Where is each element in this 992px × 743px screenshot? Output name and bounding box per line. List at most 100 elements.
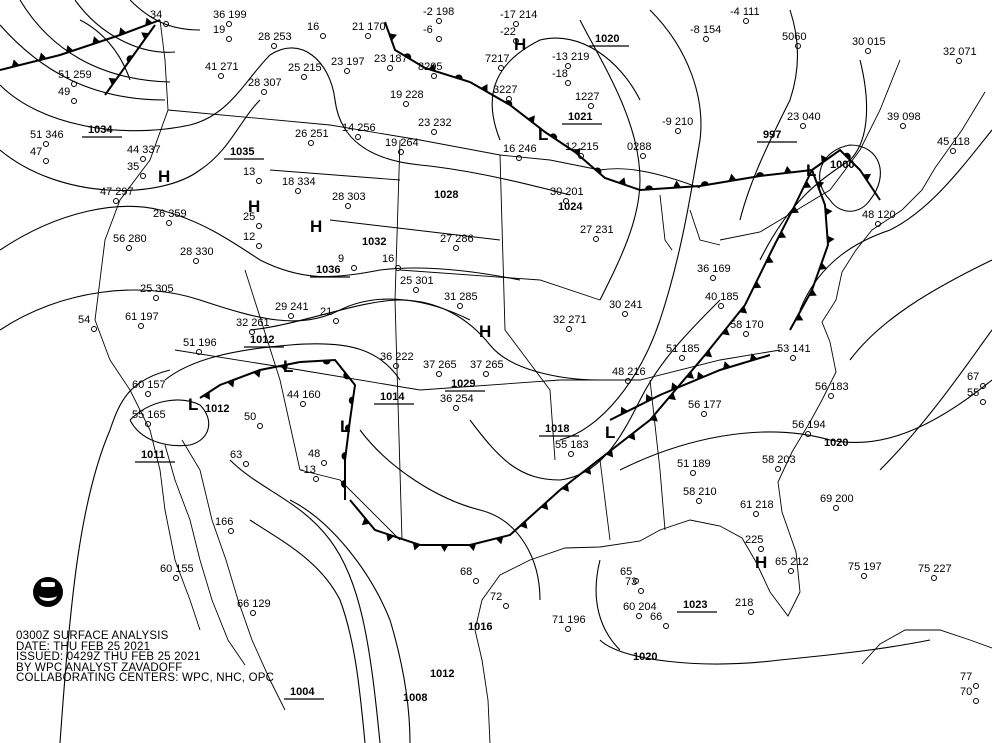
station-plot: -2 198 bbox=[423, 6, 454, 18]
station-circle-icon bbox=[91, 326, 97, 332]
pressure-value-label: 1029 bbox=[451, 378, 475, 390]
station-plot: 55 183 bbox=[555, 439, 589, 451]
station-plot: 61 197 bbox=[125, 311, 159, 323]
front-triangle bbox=[753, 281, 762, 289]
isobar bbox=[229, 459, 381, 743]
station-circle-icon bbox=[243, 461, 249, 467]
station-circle-icon bbox=[173, 575, 179, 581]
station-circle-icon bbox=[833, 505, 839, 511]
station-circle-icon bbox=[593, 236, 599, 242]
station-circle-icon bbox=[436, 36, 442, 42]
station-circle-icon bbox=[633, 578, 639, 584]
front-semicircle bbox=[549, 133, 558, 140]
front-triangle bbox=[739, 306, 748, 314]
isobar bbox=[0, 99, 261, 192]
station-plot: 65 bbox=[620, 566, 632, 578]
isobar bbox=[0, 24, 166, 101]
front-triangle bbox=[697, 371, 705, 380]
front-triangle bbox=[519, 520, 528, 529]
station-circle-icon bbox=[563, 198, 569, 204]
station-plot: 19 264 bbox=[385, 137, 419, 149]
front-triangle bbox=[816, 181, 825, 189]
cold-front bbox=[199, 361, 301, 399]
station-circle-icon bbox=[753, 511, 759, 517]
front-semicircle bbox=[322, 360, 331, 365]
station-circle-icon bbox=[256, 223, 262, 229]
caption-analyst: BY WPC ANALYST ZAVADOFF bbox=[16, 661, 183, 674]
station-circle-icon bbox=[788, 568, 794, 574]
front-triangle bbox=[227, 379, 235, 388]
station-circle-icon bbox=[226, 36, 232, 42]
station-circle-icon bbox=[513, 21, 519, 27]
front-triangle bbox=[583, 466, 592, 475]
station-circle-icon bbox=[387, 65, 393, 71]
station-circle-icon bbox=[457, 303, 463, 309]
station-plot: 8205 bbox=[418, 61, 442, 73]
station-plot: -6 bbox=[423, 24, 433, 36]
isobar bbox=[799, 129, 992, 311]
front-semicircle bbox=[344, 424, 350, 433]
front-triangle bbox=[440, 545, 449, 552]
station-plot: 23 232 bbox=[418, 117, 452, 129]
station-plot: -9 210 bbox=[662, 116, 693, 128]
station-circle-icon bbox=[640, 153, 646, 159]
front-semicircle bbox=[341, 480, 345, 488]
station-plot: 28 330 bbox=[180, 246, 214, 258]
isobar bbox=[249, 519, 366, 743]
isobar bbox=[599, 639, 931, 665]
station-circle-icon bbox=[950, 148, 956, 154]
front-semicircle bbox=[700, 181, 709, 186]
front-triangle bbox=[672, 180, 681, 188]
station-circle-icon bbox=[513, 38, 519, 44]
station-circle-icon bbox=[701, 411, 707, 417]
station-plot: 47 bbox=[30, 146, 42, 158]
station-circle-icon bbox=[295, 188, 301, 194]
front-triangle bbox=[825, 207, 833, 216]
station-plot: 25 215 bbox=[288, 62, 322, 74]
station-plot: 36 199 bbox=[213, 9, 247, 21]
coastline-border bbox=[499, 154, 556, 461]
station-plot: 30 201 bbox=[550, 186, 584, 198]
station-circle-icon bbox=[790, 355, 796, 361]
pressure-value-label: 1004 bbox=[290, 686, 315, 698]
station-plot: 71 196 bbox=[552, 614, 586, 626]
station-circle-icon bbox=[516, 155, 522, 161]
station-plot: 16 bbox=[382, 253, 394, 265]
station-plot: 18 334 bbox=[282, 176, 316, 188]
station-plot: 70 bbox=[960, 686, 972, 698]
station-circle-icon bbox=[800, 123, 806, 129]
pressure-value-label: 1032 bbox=[362, 236, 386, 248]
coastline-border bbox=[599, 459, 611, 541]
isobar bbox=[19, 0, 171, 83]
station-plot: 25 bbox=[243, 211, 255, 223]
front-triangle bbox=[108, 77, 117, 86]
station-circle-icon bbox=[140, 173, 146, 179]
station-circle-icon bbox=[638, 588, 644, 594]
station-plot: 0288 bbox=[627, 141, 651, 153]
station-circle-icon bbox=[748, 609, 754, 615]
isobar bbox=[619, 379, 992, 471]
station-plot: 60 204 bbox=[623, 601, 657, 613]
station-plot: 28 303 bbox=[332, 191, 366, 203]
front-triangle bbox=[778, 230, 787, 239]
station-plot: -8 154 bbox=[690, 24, 721, 36]
station-circle-icon bbox=[431, 129, 437, 135]
pressure-value-label: 1012 bbox=[430, 668, 454, 680]
coastline-border bbox=[167, 109, 601, 171]
low-pressure-center: L bbox=[538, 125, 548, 144]
station-plot: 49 bbox=[58, 86, 70, 98]
isobar bbox=[359, 429, 541, 601]
coastline-border bbox=[181, 439, 286, 711]
high-pressure-center: H bbox=[514, 35, 526, 54]
station-circle-icon bbox=[679, 355, 685, 361]
station-plot: 68 bbox=[460, 566, 472, 578]
station-plot: 12 215 bbox=[565, 141, 599, 153]
pressure-value-label: 1023 bbox=[683, 599, 707, 611]
station-circle-icon bbox=[413, 287, 419, 293]
station-circle-icon bbox=[828, 393, 834, 399]
station-circle-icon bbox=[257, 423, 263, 429]
station-circle-icon bbox=[398, 149, 404, 155]
